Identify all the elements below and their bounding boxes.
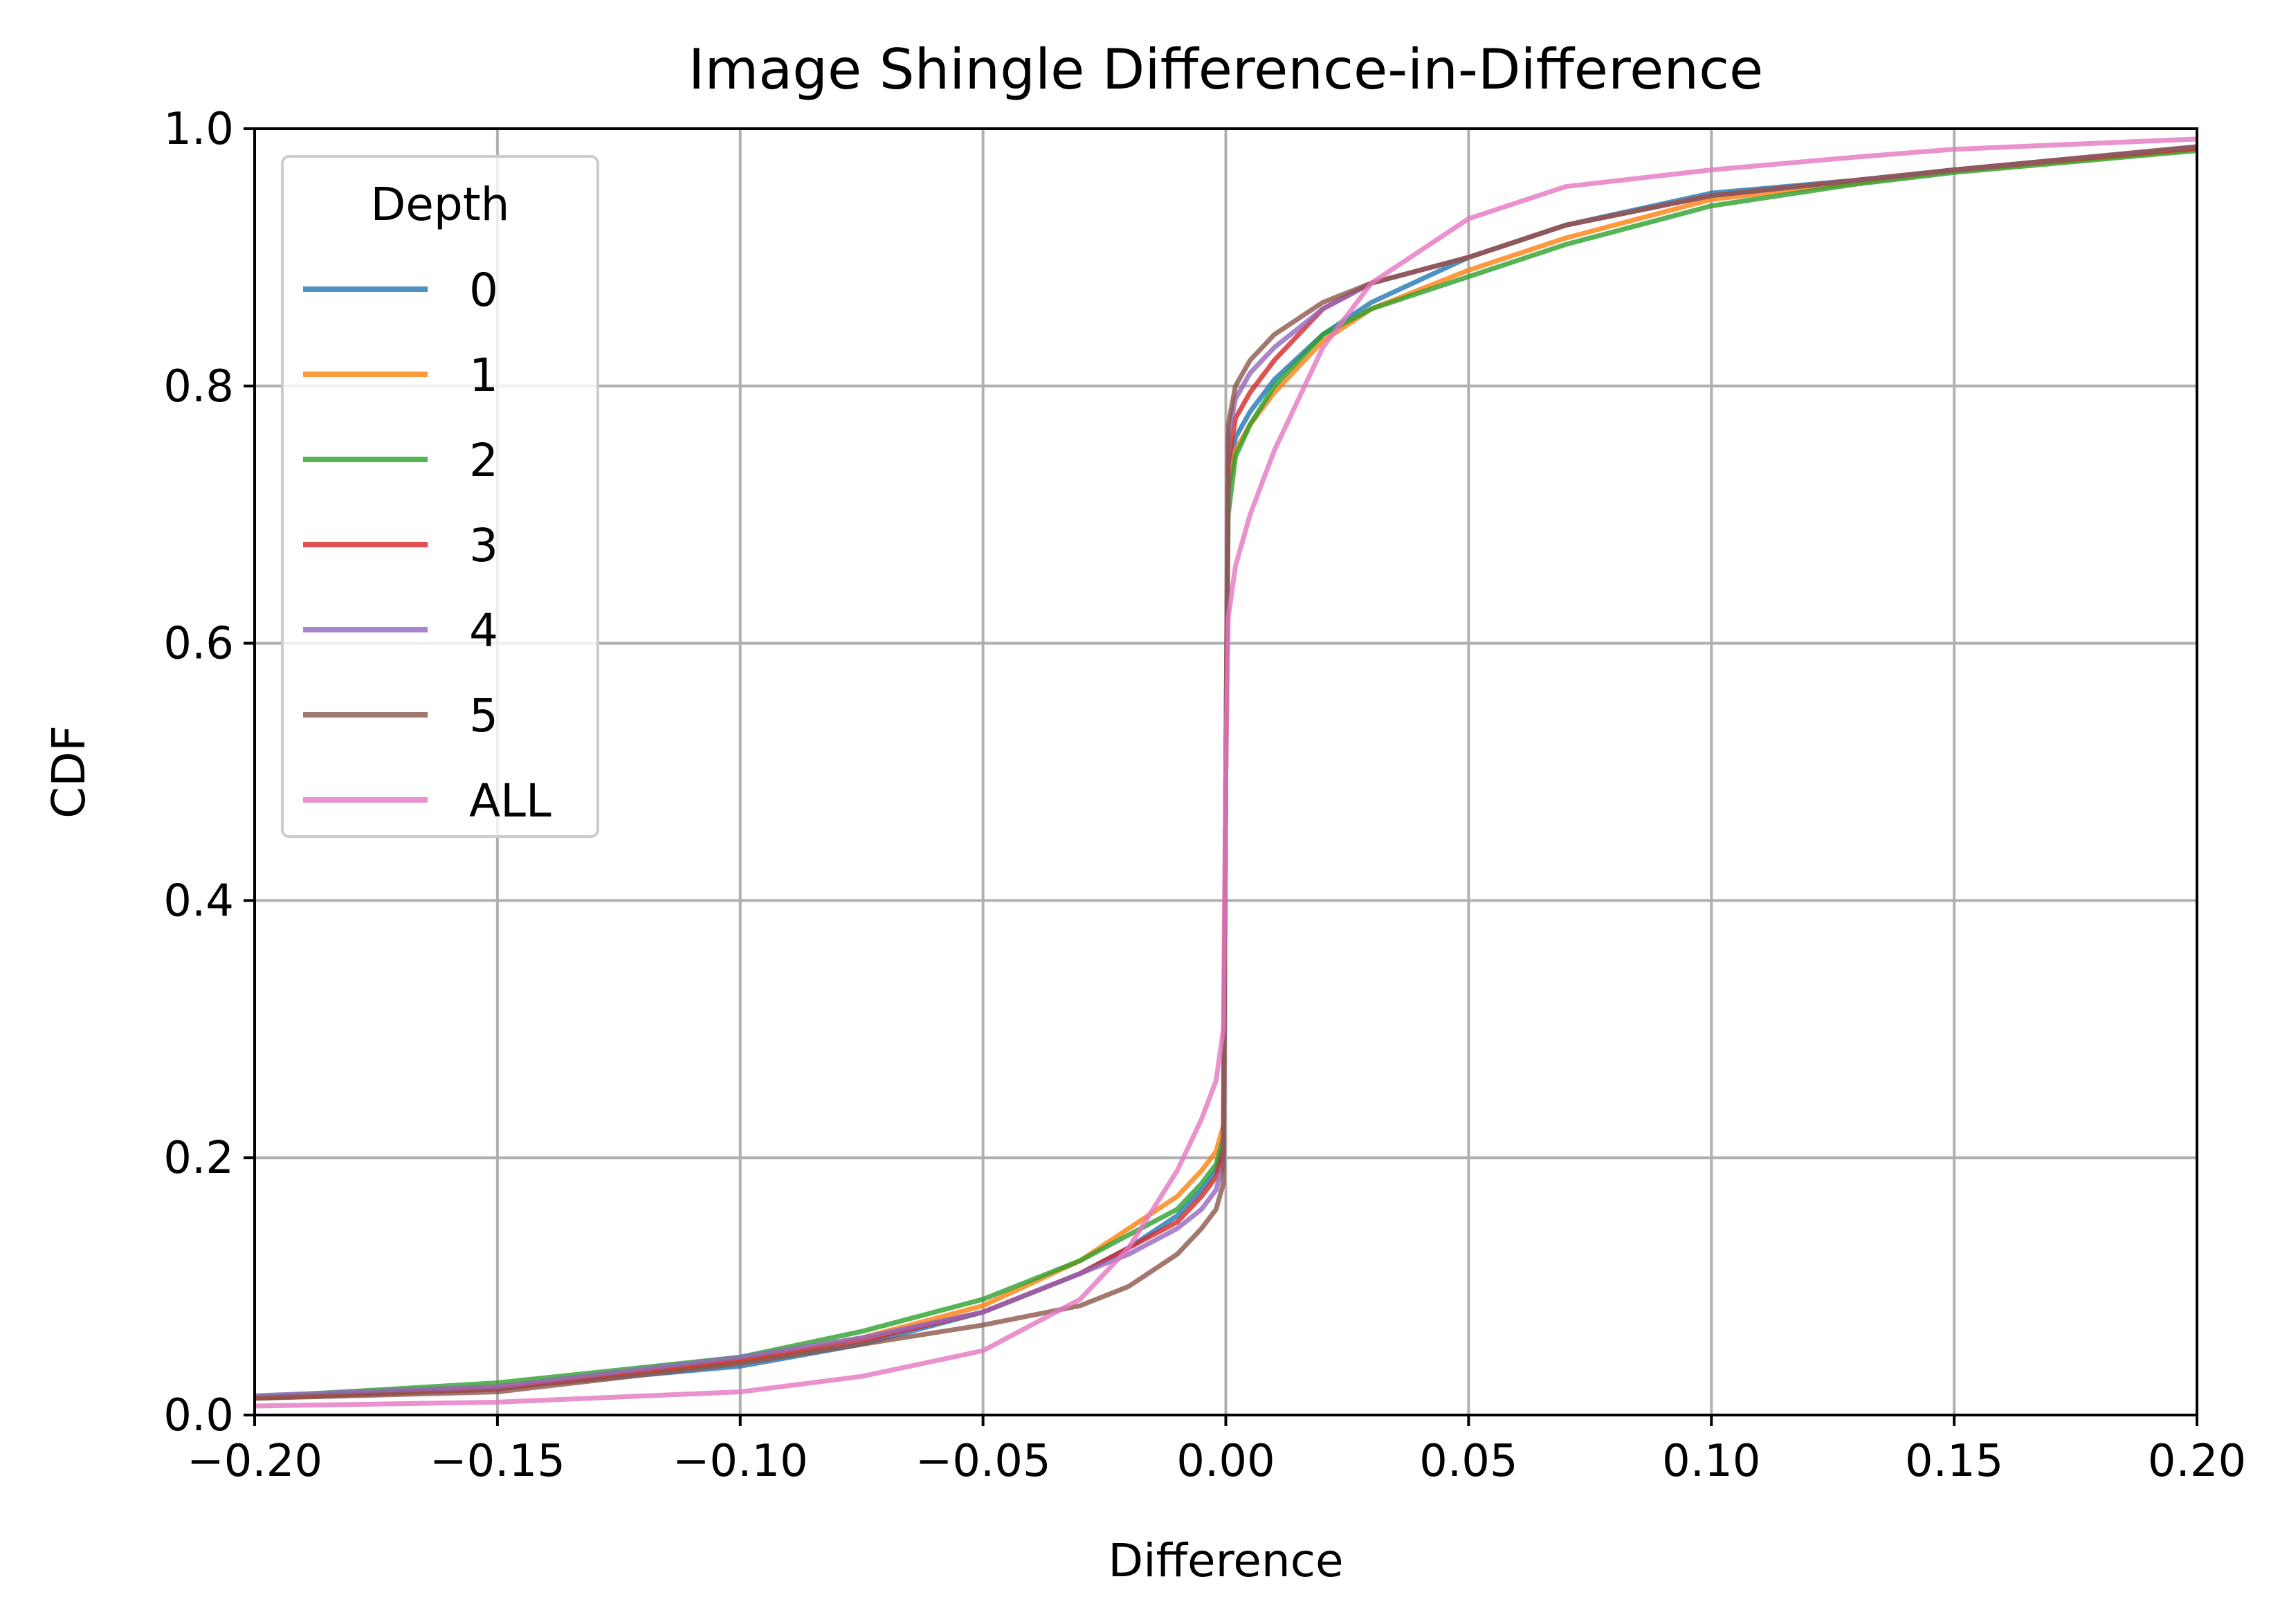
y-axis-ticks: 0.0 0.2 0.4 0.6 0.8 1.0 — [163, 104, 255, 1441]
x-tick-label: −0.15 — [430, 1436, 565, 1487]
x-axis-label: Difference — [1108, 1534, 1343, 1587]
legend: Depth 0 1 2 3 4 5 ALL — [281, 155, 599, 838]
legend-title: Depth — [370, 178, 509, 231]
legend-label: 1 — [469, 349, 498, 402]
x-tick-label: 0.15 — [1905, 1436, 2004, 1487]
series-line-5 — [254, 144, 2198, 1401]
x-tick-label: 0.20 — [2148, 1436, 2247, 1487]
y-tick-label: 0.2 — [163, 1133, 234, 1184]
legend-label: 3 — [469, 519, 498, 572]
legend-items: 0 1 2 3 4 5 ALL — [303, 264, 551, 828]
y-tick-label: 0.6 — [163, 619, 234, 670]
series-line-all — [254, 136, 2198, 1409]
legend-box — [281, 155, 599, 838]
series-lines — [254, 136, 2198, 1409]
y-axis-label: CDF — [42, 725, 95, 819]
y-tick-label: 1.0 — [163, 104, 234, 155]
y-tick-label: 0.8 — [163, 361, 234, 412]
chart-title: Image Shingle Difference-in-Difference — [688, 37, 1764, 102]
legend-label: 5 — [469, 689, 498, 742]
legend-label: 0 — [469, 264, 498, 317]
y-tick-label: 0.0 — [163, 1390, 234, 1441]
x-tick-label: −0.10 — [673, 1436, 808, 1487]
legend-label: ALL — [469, 774, 551, 828]
x-axis-ticks: −0.20 −0.15 −0.10 −0.05 0.00 0.05 0.10 0.15 0.20 — [187, 1415, 2246, 1487]
x-tick-label: 0.10 — [1662, 1436, 1761, 1487]
x-tick-label: −0.05 — [915, 1436, 1051, 1487]
y-tick-label: 0.4 — [163, 875, 234, 927]
legend-label: 4 — [469, 604, 498, 657]
legend-label: 2 — [469, 434, 498, 487]
x-tick-label: −0.20 — [187, 1436, 322, 1487]
x-tick-label: 0.05 — [1419, 1436, 1518, 1487]
x-tick-label: 0.00 — [1176, 1436, 1275, 1487]
